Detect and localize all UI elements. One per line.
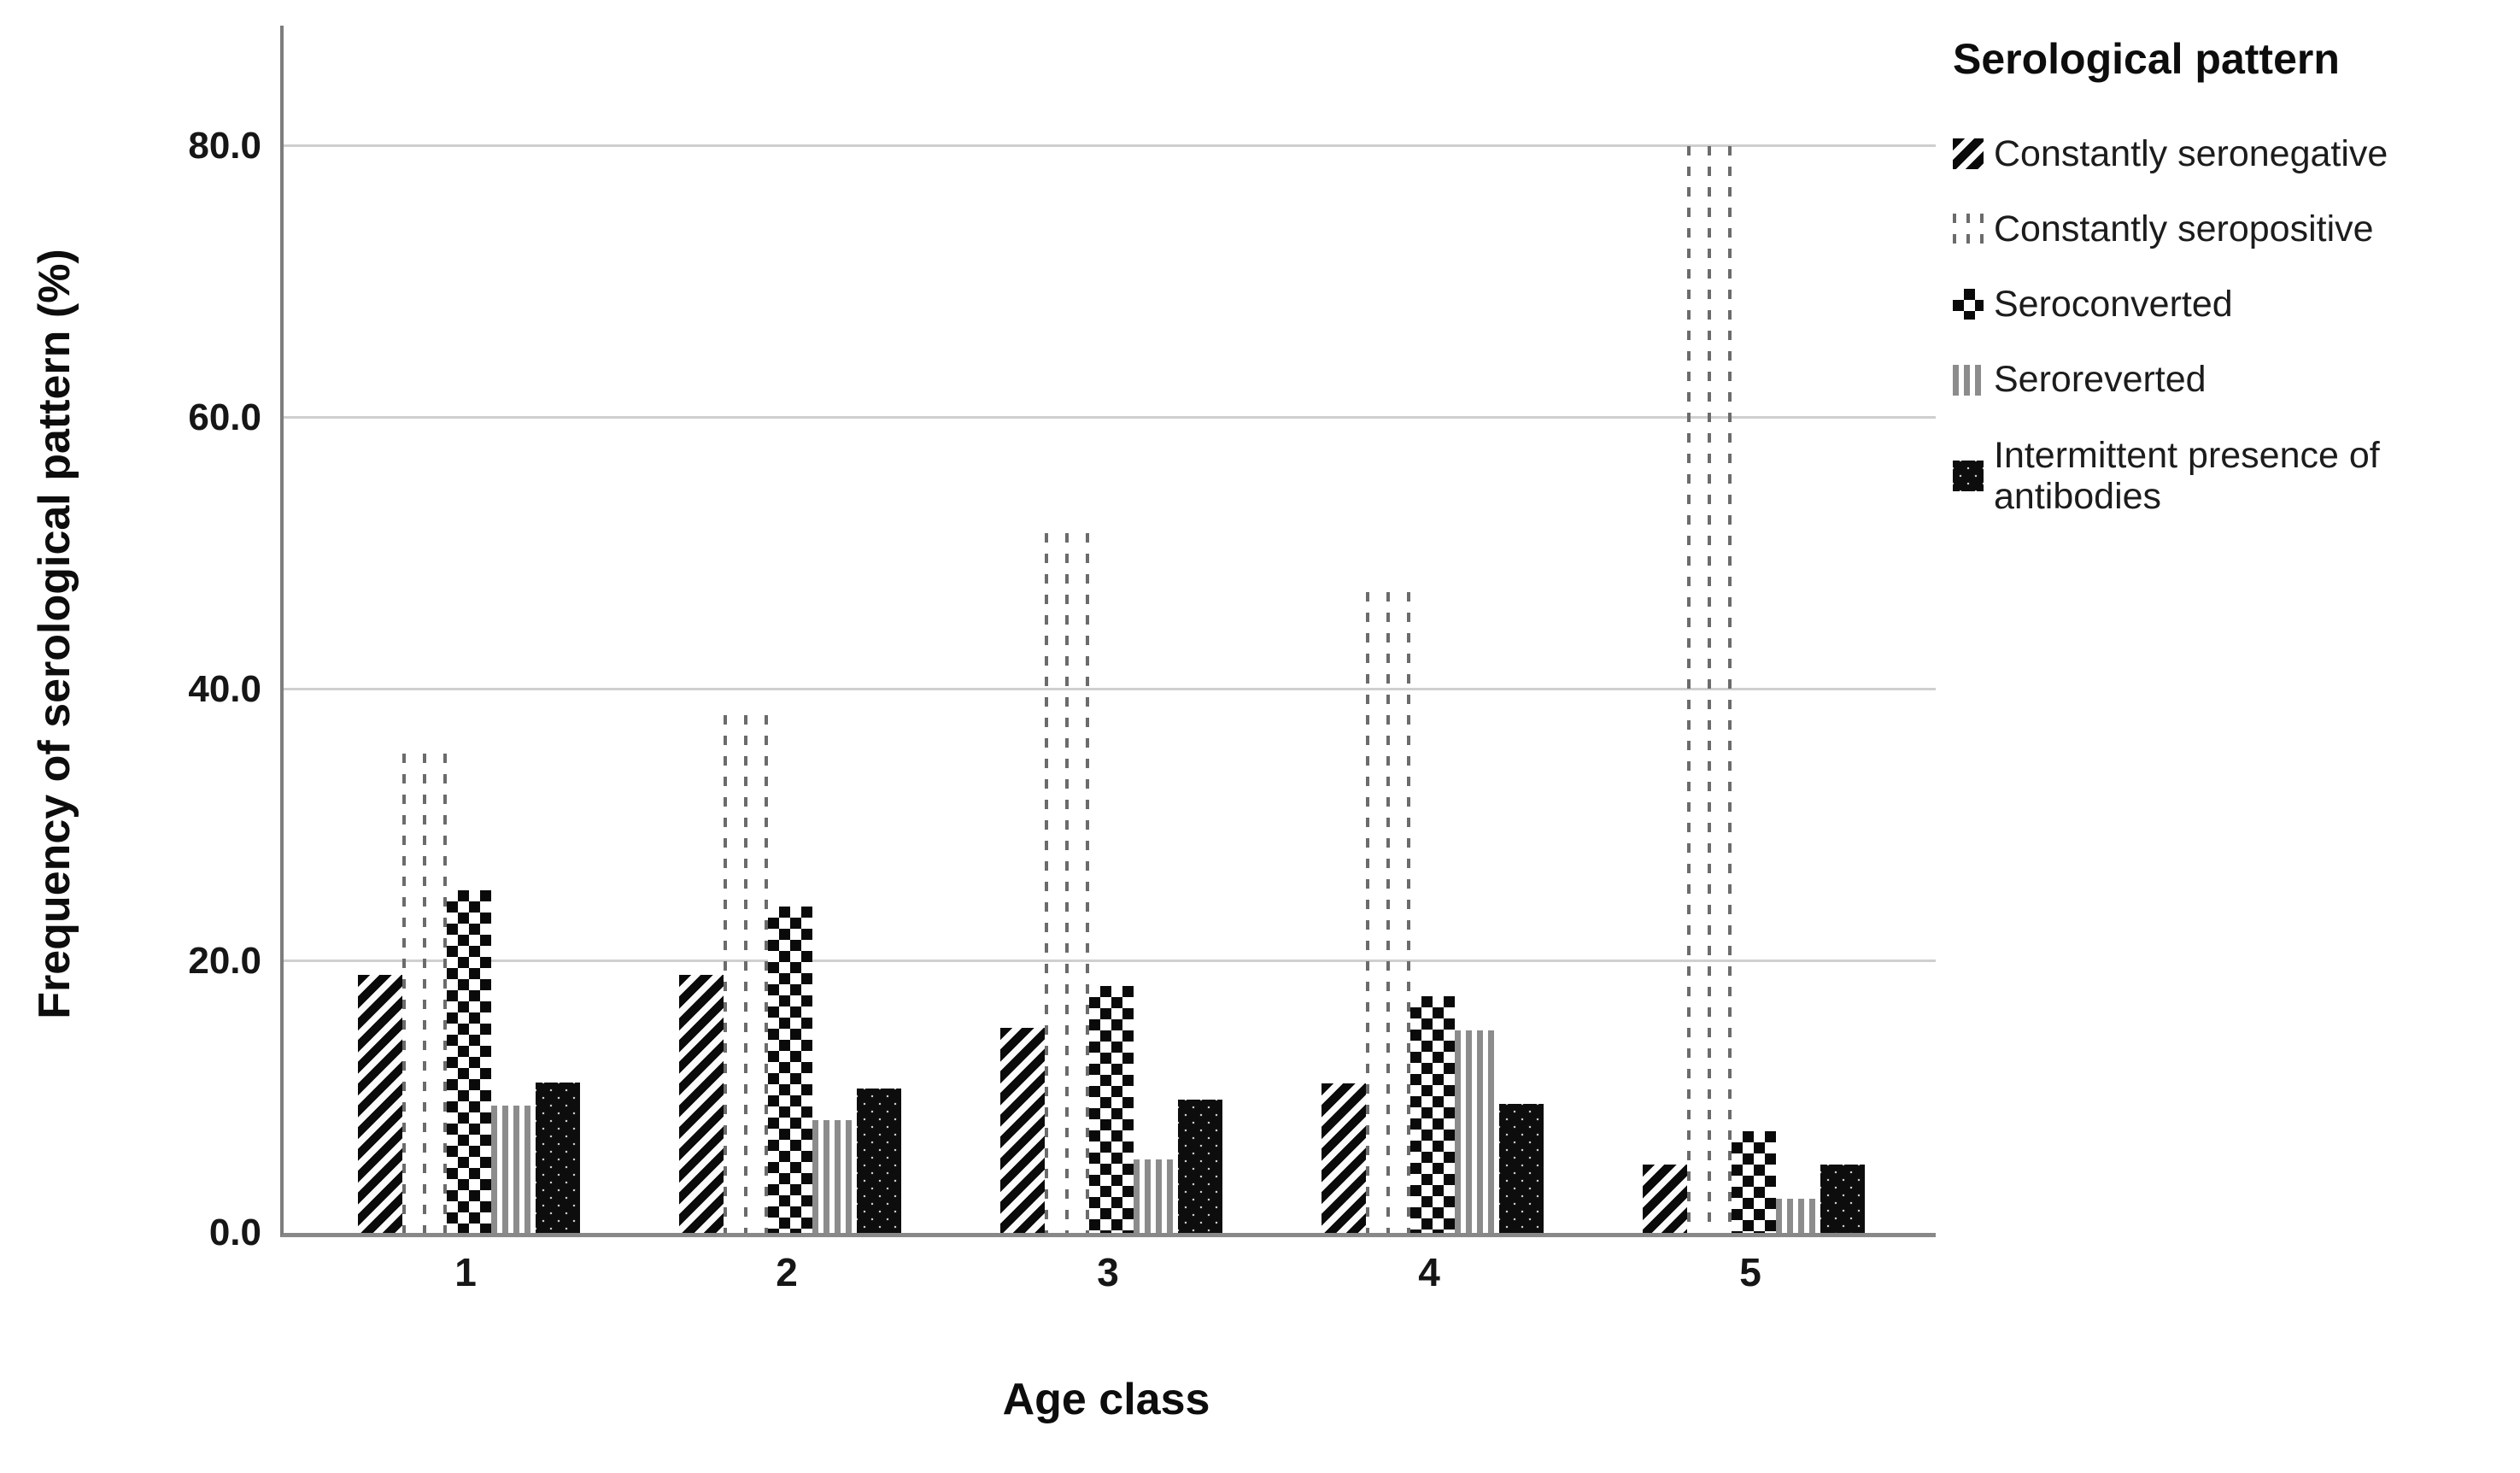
bar-dotted-outline bbox=[1045, 533, 1089, 1233]
bar-dotted-outline bbox=[1366, 592, 1410, 1233]
bar-diagonal-stripes bbox=[1322, 1083, 1366, 1233]
legend-item: Seroconverted bbox=[1953, 284, 2508, 325]
bar-dotted-outline bbox=[1687, 146, 1732, 1233]
dotted-outline-swatch-icon bbox=[1953, 214, 1984, 245]
bar-group-class-3 bbox=[1000, 533, 1222, 1233]
x-tick-label: 1 bbox=[454, 1250, 477, 1294]
x-tick-label: 5 bbox=[1739, 1250, 1761, 1294]
bar-dotted-outline bbox=[724, 715, 768, 1233]
legend-label: Intermittent presence of antibodies bbox=[1994, 434, 2380, 517]
bar-diagonal-stripes bbox=[1000, 1028, 1045, 1233]
bar-checkerboard bbox=[447, 890, 491, 1233]
legend-label: Constantly seropositive bbox=[1994, 208, 2374, 250]
bar-gray-vertical-lines bbox=[491, 1106, 536, 1233]
bar-gray-vertical-lines bbox=[1134, 1159, 1178, 1233]
bar-diagonal-stripes bbox=[1643, 1165, 1687, 1233]
bar-fine-checker bbox=[536, 1083, 580, 1233]
bar-group-class-4 bbox=[1322, 592, 1544, 1233]
gridline bbox=[284, 960, 1936, 962]
bar-fine-checker bbox=[1499, 1104, 1544, 1233]
bar-diagonal-stripes bbox=[679, 975, 724, 1233]
y-tick-label: 80.0 bbox=[188, 125, 261, 167]
diagonal-stripes-swatch-icon bbox=[1953, 138, 1984, 170]
legend-item: Constantly seropositive bbox=[1953, 208, 2508, 249]
legend-label: Constantly seronegative bbox=[1994, 133, 2388, 174]
bar-checkerboard bbox=[1089, 986, 1134, 1233]
bar-gray-vertical-lines bbox=[1455, 1030, 1499, 1233]
y-axis-title: Frequency of serological pattern (%) bbox=[30, 249, 79, 1019]
legend-items: Constantly seronegative Constantly seropo… bbox=[1953, 133, 2508, 517]
y-tick-label: 40.0 bbox=[188, 668, 261, 710]
bar-gray-vertical-lines bbox=[1776, 1199, 1820, 1233]
bar-group-class-1 bbox=[358, 754, 580, 1233]
x-tick-label: 4 bbox=[1418, 1250, 1440, 1294]
bar-gray-vertical-lines bbox=[812, 1120, 857, 1233]
legend-title: Serological pattern bbox=[1953, 35, 2340, 83]
bar-checkerboard bbox=[768, 907, 812, 1233]
bar-fine-checker bbox=[1178, 1100, 1222, 1233]
legend: Serological pattern Constantly seronegat… bbox=[1953, 34, 2508, 517]
x-tick-label: 2 bbox=[776, 1250, 798, 1294]
y-tick-label: 60.0 bbox=[188, 396, 261, 438]
legend-item: Constantly seronegative bbox=[1953, 133, 2508, 174]
bar-fine-checker bbox=[1820, 1165, 1865, 1233]
fine-checker-swatch-icon bbox=[1953, 460, 1984, 491]
gray-vertical-lines-swatch-icon bbox=[1953, 364, 1984, 396]
checkerboard-swatch-icon bbox=[1953, 289, 1984, 320]
legend-item: Seroreverted bbox=[1953, 359, 2508, 400]
bar-diagonal-stripes bbox=[358, 975, 402, 1233]
x-axis-title: Age class bbox=[1002, 1375, 1210, 1424]
legend-label: Seroreverted bbox=[1994, 359, 2206, 401]
plot-area bbox=[280, 26, 1936, 1237]
bar-checkerboard bbox=[1410, 996, 1455, 1233]
bar-checkerboard bbox=[1732, 1131, 1776, 1233]
bar-group-class-5 bbox=[1643, 146, 1865, 1233]
y-tick-label: 20.0 bbox=[188, 940, 261, 982]
bar-group-class-2 bbox=[679, 715, 901, 1233]
gridline bbox=[284, 144, 1936, 147]
legend-label: Seroconverted bbox=[1994, 284, 2233, 326]
y-tick-label: 0.0 bbox=[208, 1212, 261, 1253]
gridline bbox=[284, 416, 1936, 419]
gridline bbox=[284, 688, 1936, 690]
bar-fine-checker bbox=[857, 1089, 901, 1233]
bar-dotted-outline bbox=[402, 754, 447, 1233]
legend-item: Intermittent presence of antibodies bbox=[1953, 435, 2508, 517]
x-tick-label: 3 bbox=[1097, 1250, 1119, 1294]
